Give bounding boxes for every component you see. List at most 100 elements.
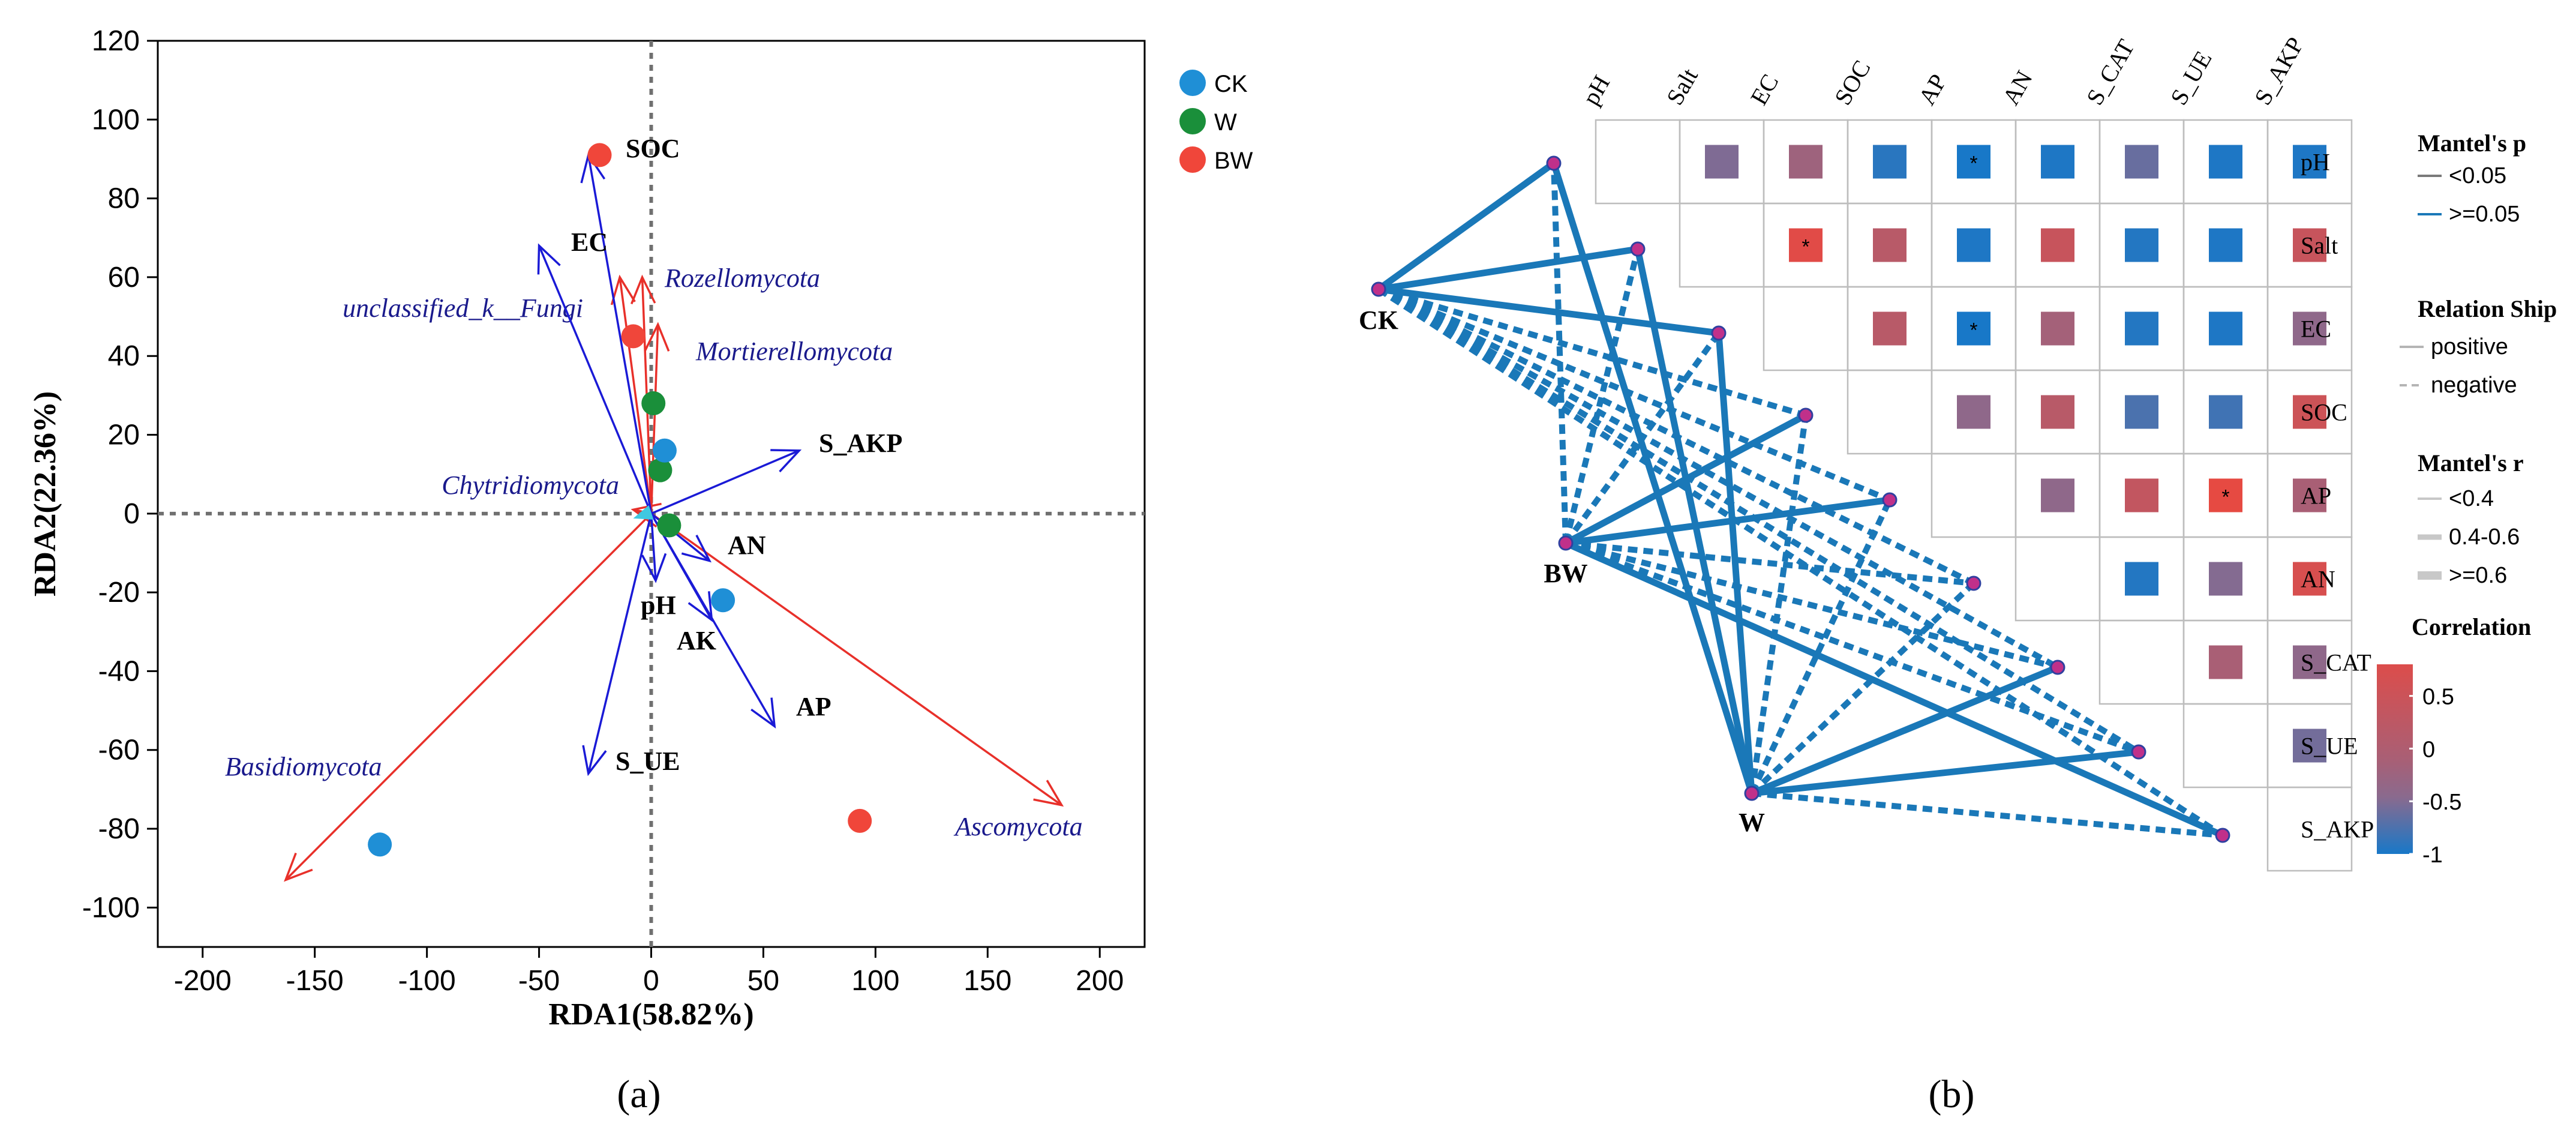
row-label-salt: Salt [2301, 232, 2338, 259]
mantel-link-w-ec [1715, 332, 1755, 794]
env-ph-arrow [650, 513, 657, 581]
x-tick-label: -200 [174, 965, 232, 997]
legend-marker-bw [1179, 146, 1206, 173]
grid-cell [1931, 452, 2017, 538]
corr-square-an-s-cat [2125, 562, 2158, 596]
corr-square-an-s-ue [2209, 562, 2242, 596]
y-tick-label: 0 [124, 498, 140, 530]
env-label-ph: pH [641, 591, 676, 620]
corr-square-soc-an [2041, 395, 2074, 429]
env-ap-arrowhead [750, 697, 776, 729]
point-bw [587, 143, 612, 167]
mantel-link-ck-ec [1378, 286, 1719, 337]
var-node-an [1966, 576, 1981, 591]
env-label-ap: AP [796, 692, 831, 721]
col-label-s-ue: S_UE [2165, 46, 2217, 109]
row-label-ap: AP [2301, 482, 2331, 509]
species-ascomycota-arrow [650, 512, 1062, 807]
colorbar-tick-label: 0 [2422, 737, 2435, 762]
env-s-akp-arrow [650, 449, 800, 515]
corr-square-ap-s-ue [2209, 478, 2242, 512]
env-ec-arrow [538, 245, 653, 514]
y-tick-label: -20 [98, 577, 140, 609]
species-unclassified-k-fungi-arrow [619, 277, 653, 514]
legend-label-bw: BW [1214, 148, 1253, 174]
mantel-link-bw-an [1565, 540, 1974, 586]
species-label-rozellomycota: Rozellomycota [664, 263, 820, 293]
group-node-ck [1371, 281, 1386, 297]
var-node-ap [1882, 492, 1898, 508]
col-label-ph: pH [1577, 71, 1615, 110]
legend-label-w: W [1214, 109, 1237, 136]
env-an-arrowhead [681, 535, 712, 563]
corr-square-soc-s-cat [2125, 395, 2158, 429]
colorbar-tick-label: -1 [2422, 843, 2443, 868]
legend-mantel-r-title: Mantel's r [2418, 449, 2524, 476]
var-node-ec [1711, 325, 1727, 341]
x-tick-label: 150 [963, 965, 1011, 997]
col-label-ap: AP [1913, 70, 1952, 110]
mantel-link-bw-s-cat [1565, 540, 2059, 670]
grid-cell [2266, 786, 2353, 872]
legend-label-ck: CK [1214, 71, 1248, 97]
y-tick-label: 60 [108, 262, 140, 293]
corr-square-salt-s-cat [2125, 228, 2158, 262]
group-label-ck: CK [1359, 305, 1398, 335]
row-label-s-cat: S_CAT [2301, 649, 2371, 676]
col-label-s-cat: S_CAT [2081, 35, 2140, 110]
point-w [648, 458, 672, 482]
row-label-an: AN [2301, 566, 2335, 593]
species-label-ascomycota: Ascomycota [953, 812, 1083, 841]
corr-square-ec-s-cat [2125, 311, 2158, 346]
legend-marker-ck [1179, 70, 1206, 96]
grid-cell [1595, 119, 1681, 205]
legend-relation-item: negative [2431, 373, 2517, 398]
point-bw [621, 324, 645, 349]
corr-square-ec-ap [1957, 311, 1990, 346]
point-w [657, 513, 681, 538]
col-label-salt: Salt [1661, 64, 1703, 109]
corr-square-s-ue-s-akp [2293, 729, 2326, 763]
row-label-ph: pH [2301, 149, 2330, 176]
point-bw [848, 808, 872, 833]
colorbar-tick-label: 0.5 [2422, 685, 2454, 710]
caption-a: (a) [617, 1072, 660, 1116]
species-label-mortierellomycota: Mortierellomycota [695, 337, 893, 366]
x-tick-label: -50 [518, 965, 560, 997]
corr-square-ph-s-akp [2293, 145, 2326, 179]
mantel-link-bw-ap [1565, 496, 1890, 547]
corr-square-ec-an [2041, 311, 2074, 346]
group-label-bw: BW [1544, 559, 1587, 588]
mantel-link-ck-ph [1376, 160, 1556, 292]
corr-square-s-cat-s-ue [2209, 645, 2242, 679]
row-label-s-ue: S_UE [2301, 733, 2358, 760]
legend-relation-item: positive [2431, 334, 2508, 359]
mantel-link-bw-s-akp [1564, 539, 2224, 839]
mantel-link-bw-salt [1563, 248, 1641, 544]
x-tick-label: -150 [286, 965, 344, 997]
mantel-link-ck-salt [1378, 245, 1638, 293]
env-label-ec: EC [571, 227, 608, 257]
colorbar [2377, 664, 2413, 854]
corr-square-ec-s-akp [2293, 311, 2326, 346]
row-label-ec: EC [2301, 316, 2331, 343]
corr-square-ph-s-ue [2209, 145, 2242, 179]
row-label-soc: SOC [2301, 399, 2347, 426]
env-label-s-akp: S_AKP [819, 428, 902, 458]
corr-square-ph-s-cat [2125, 145, 2158, 179]
group-node-bw [1558, 535, 1574, 551]
legend-marker-w [1179, 108, 1206, 134]
env-ph-arrowhead [641, 553, 667, 583]
species-label-chytridiomycota: Chytridiomycota [442, 470, 619, 500]
species-basidiomycota-arrowhead [284, 852, 313, 882]
corr-square-salt-an [2041, 228, 2074, 262]
y-tick-label: 80 [108, 183, 140, 215]
y-tick-label: 100 [92, 104, 140, 136]
col-label-soc: SOC [1829, 56, 1876, 110]
species-mortierellomycota-arrowhead [644, 322, 670, 352]
sig-star: * [2221, 486, 2229, 509]
corr-square-ap-s-akp [2293, 478, 2326, 512]
mantel-link-w-s-ue [1751, 748, 2139, 797]
corr-square-salt-ec [1789, 228, 1823, 262]
